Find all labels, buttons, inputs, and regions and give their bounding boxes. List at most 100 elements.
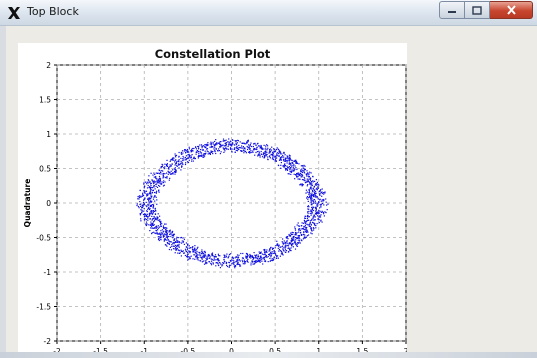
scatter-point <box>225 256 227 258</box>
scatter-point <box>311 233 313 235</box>
scatter-point <box>286 157 288 159</box>
scatter-point <box>188 250 190 252</box>
scatter-point <box>220 141 222 143</box>
minimize-button[interactable] <box>439 1 465 19</box>
scatter-point <box>152 212 154 214</box>
close-button[interactable] <box>490 1 533 19</box>
scatter-point <box>185 159 187 161</box>
scatter-point <box>244 262 246 264</box>
scatter-point <box>154 195 156 197</box>
scatter-point <box>187 157 189 159</box>
scatter-point <box>207 142 209 144</box>
scatter-point <box>180 169 182 171</box>
scatter-point <box>251 255 253 258</box>
scatter-point <box>149 186 151 188</box>
scatter-point <box>151 195 153 197</box>
scatter-point <box>147 193 149 195</box>
scatter-point <box>307 179 309 181</box>
scatter-point <box>224 140 226 142</box>
scatter-point <box>212 141 214 143</box>
scatter-point <box>276 256 278 258</box>
scatter-point <box>290 243 292 245</box>
scatter-point <box>255 148 257 150</box>
scatter-point <box>181 166 183 168</box>
scatter-point <box>165 232 167 234</box>
scatter-point <box>300 170 302 172</box>
scatter-point <box>315 192 317 194</box>
scatter-point <box>178 167 180 169</box>
scatter-point <box>305 189 307 191</box>
scatter-point <box>282 238 284 240</box>
scatter-point <box>224 145 226 147</box>
scatter-point <box>238 148 240 151</box>
scatter-point <box>167 242 169 245</box>
scatter-point <box>174 155 176 157</box>
scatter-point <box>236 259 238 261</box>
scatter-point <box>309 177 312 179</box>
title-bar[interactable]: Top Block <box>0 0 537 26</box>
scatter-point <box>196 258 198 260</box>
scatter-point <box>218 142 220 144</box>
scatter-point <box>152 174 154 176</box>
scatter-point <box>146 216 148 218</box>
scatter-point <box>162 175 164 177</box>
scatter-point <box>230 140 232 142</box>
scatter-point <box>307 184 309 186</box>
scatter-point <box>219 144 221 146</box>
scatter-point <box>308 210 310 212</box>
scatter-point <box>225 142 227 144</box>
scatter-point <box>238 144 240 146</box>
scatter-point <box>280 151 282 153</box>
scatter-point <box>304 237 306 239</box>
scatter-point <box>308 189 310 191</box>
scatter-point <box>159 178 162 180</box>
scatter-point <box>194 157 196 160</box>
scatter-point <box>290 232 292 234</box>
scatter-point <box>236 262 239 264</box>
scatter-point <box>252 261 254 263</box>
scatter-point <box>302 238 304 240</box>
scatter-point <box>188 251 190 253</box>
scatter-point <box>311 192 313 194</box>
scatter-point <box>260 258 262 261</box>
scatter-point <box>163 239 165 241</box>
scatter-point <box>281 153 283 155</box>
scatter-point <box>186 255 189 257</box>
scatter-point <box>150 187 152 189</box>
scatter-point <box>306 196 309 198</box>
scatter-point <box>192 147 194 150</box>
maximize-button[interactable] <box>465 1 490 19</box>
scatter-point <box>151 192 153 194</box>
scatter-point <box>194 250 196 252</box>
scatter-point <box>245 255 247 257</box>
scatter-point <box>237 257 240 259</box>
scatter-point <box>156 219 158 221</box>
scatter-point <box>139 205 142 207</box>
scatter-point <box>288 251 290 253</box>
scatter-point <box>310 200 312 202</box>
scatter-point <box>202 260 204 262</box>
scatter-point <box>316 212 318 214</box>
scatter-point <box>142 194 144 196</box>
scatter-point <box>297 178 299 180</box>
scatter-point <box>286 245 288 247</box>
scatter-point <box>290 159 292 161</box>
scatter-point <box>257 254 259 256</box>
scatter-point <box>306 235 308 237</box>
scatter-point <box>172 234 174 236</box>
scatter-point <box>278 164 280 167</box>
scatter-point <box>258 145 260 147</box>
scatter-point <box>183 159 185 161</box>
scatter-point <box>190 150 192 152</box>
scatter-point <box>148 224 150 226</box>
scatter-point <box>219 141 221 143</box>
scatter-point <box>269 155 271 157</box>
scatter-point <box>175 171 177 173</box>
scatter-point <box>307 206 309 208</box>
scatter-point <box>207 151 209 153</box>
scatter-point <box>150 221 152 223</box>
scatter-point <box>170 159 172 161</box>
scatter-point <box>326 209 328 211</box>
scatter-point <box>158 180 160 182</box>
scatter-point <box>202 251 204 253</box>
